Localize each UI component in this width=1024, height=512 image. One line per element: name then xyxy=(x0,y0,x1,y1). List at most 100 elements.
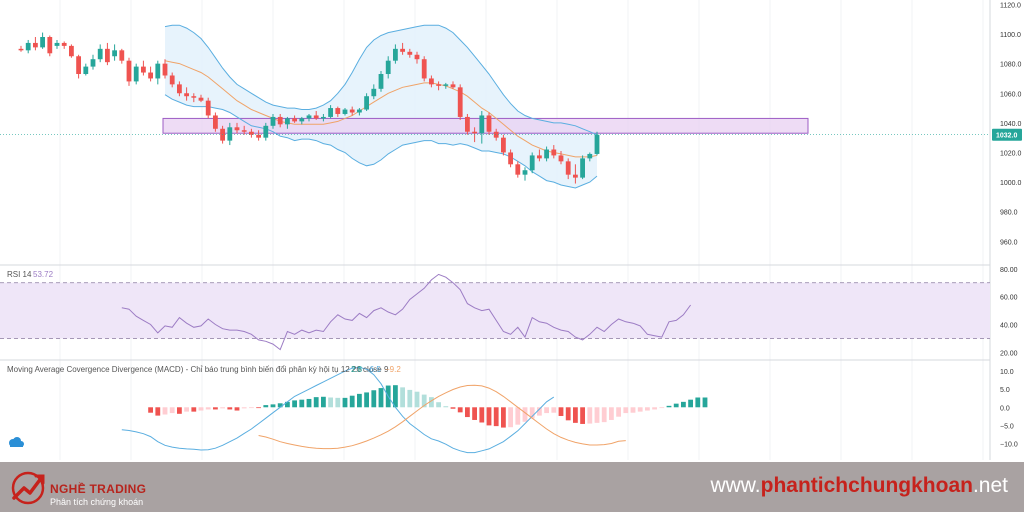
macd-histogram-bar[interactable] xyxy=(421,394,427,408)
candle-body[interactable] xyxy=(76,56,81,75)
macd-histogram-bar[interactable] xyxy=(270,404,276,408)
macd-histogram-bar[interactable] xyxy=(472,407,477,420)
macd-histogram-bar[interactable] xyxy=(594,407,600,423)
macd-histogram-bar[interactable] xyxy=(321,396,326,408)
macd-histogram-bar[interactable] xyxy=(688,399,693,408)
candle-body[interactable] xyxy=(184,93,189,97)
candle-body[interactable] xyxy=(436,84,441,86)
macd-histogram-bar[interactable] xyxy=(191,407,197,412)
macd-histogram-bar[interactable] xyxy=(645,407,650,411)
candle-body[interactable] xyxy=(241,130,247,132)
candle-body[interactable] xyxy=(105,48,110,63)
macd-histogram-bar[interactable] xyxy=(328,397,333,408)
candle-body[interactable] xyxy=(443,84,449,86)
macd-histogram-bar[interactable] xyxy=(342,397,348,408)
macd-histogram-bar[interactable] xyxy=(177,407,182,414)
macd-histogram-bar[interactable] xyxy=(414,391,420,408)
candle-body[interactable] xyxy=(191,96,197,98)
candle-body[interactable] xyxy=(306,115,312,119)
macd-histogram-bar[interactable] xyxy=(601,407,607,423)
candle-body[interactable] xyxy=(54,42,60,46)
candle-body[interactable] xyxy=(565,161,571,175)
macd-histogram-bar[interactable] xyxy=(169,407,175,414)
macd-histogram-bar[interactable] xyxy=(565,407,571,421)
macd-histogram-bar[interactable] xyxy=(659,407,665,409)
candle-body[interactable] xyxy=(378,74,384,89)
candle-body[interactable] xyxy=(256,134,261,138)
macd-histogram-bar[interactable] xyxy=(249,407,254,409)
candle-body[interactable] xyxy=(285,118,290,125)
macd-histogram-bar[interactable] xyxy=(493,407,499,427)
candle-body[interactable] xyxy=(227,127,233,141)
macd-histogram-bar[interactable] xyxy=(537,407,542,416)
macd-histogram-bar[interactable] xyxy=(616,407,621,417)
macd-histogram-bar[interactable] xyxy=(479,407,485,423)
macd-histogram-bar[interactable] xyxy=(234,407,240,411)
candle-body[interactable] xyxy=(400,48,405,52)
candle-body[interactable] xyxy=(529,155,535,171)
macd-histogram-bar[interactable] xyxy=(285,401,290,408)
macd-histogram-bar[interactable] xyxy=(407,389,413,408)
macd-histogram-bar[interactable] xyxy=(637,407,643,412)
candle-body[interactable] xyxy=(321,116,326,119)
candle-body[interactable] xyxy=(169,75,175,85)
cloud-icon[interactable] xyxy=(9,437,24,447)
candle-body[interactable] xyxy=(393,48,398,61)
macd-histogram-bar[interactable] xyxy=(256,407,261,409)
macd-histogram-bar[interactable] xyxy=(544,407,549,414)
candle-body[interactable] xyxy=(177,84,182,94)
macd-histogram-bar[interactable] xyxy=(335,397,341,408)
candle-body[interactable] xyxy=(61,42,67,46)
candle-body[interactable] xyxy=(580,158,585,178)
candle-body[interactable] xyxy=(249,131,254,135)
macd-histogram-bar[interactable] xyxy=(457,407,463,413)
macd-histogram-bar[interactable] xyxy=(681,401,686,408)
candle-body[interactable] xyxy=(371,88,377,97)
candle-body[interactable] xyxy=(277,116,283,125)
candle-body[interactable] xyxy=(205,100,211,116)
candle-body[interactable] xyxy=(97,48,103,60)
candle-body[interactable] xyxy=(234,127,240,131)
resistance-zone[interactable] xyxy=(162,117,809,134)
macd-histogram-bar[interactable] xyxy=(241,407,247,409)
candle-body[interactable] xyxy=(450,84,456,88)
candle-body[interactable] xyxy=(155,63,161,79)
macd-histogram-bar[interactable] xyxy=(609,407,614,420)
candle-body[interactable] xyxy=(537,155,542,159)
macd-histogram-bar[interactable] xyxy=(349,395,355,408)
candle-body[interactable] xyxy=(198,97,204,101)
candle-body[interactable] xyxy=(457,87,463,117)
candle-body[interactable] xyxy=(126,60,132,82)
candle-body[interactable] xyxy=(349,109,355,113)
candle-body[interactable] xyxy=(429,78,434,85)
candle-body[interactable] xyxy=(385,60,391,75)
candle-body[interactable] xyxy=(313,115,319,119)
macd-histogram-bar[interactable] xyxy=(313,397,319,408)
candle-body[interactable] xyxy=(40,37,45,48)
candle-body[interactable] xyxy=(587,153,593,159)
macd-histogram-bar[interactable] xyxy=(400,387,405,408)
rsi-panel[interactable] xyxy=(0,273,990,351)
candle-body[interactable] xyxy=(551,149,557,156)
macd-histogram-bar[interactable] xyxy=(630,407,636,413)
macd-histogram-bar[interactable] xyxy=(508,407,513,428)
candle-body[interactable] xyxy=(47,37,53,54)
candle-body[interactable] xyxy=(544,149,549,159)
candle-body[interactable] xyxy=(292,118,297,122)
macd-histogram-bar[interactable] xyxy=(673,403,679,408)
candle-body[interactable] xyxy=(119,50,125,61)
macd-histogram-bar[interactable] xyxy=(486,407,492,426)
candle-body[interactable] xyxy=(472,131,477,134)
candle-body[interactable] xyxy=(342,109,348,114)
macd-histogram-bar[interactable] xyxy=(378,388,384,408)
macd-histogram-bar[interactable] xyxy=(306,398,312,408)
macd-histogram-bar[interactable] xyxy=(465,407,470,418)
macd-histogram-bar[interactable] xyxy=(652,407,657,410)
macd-histogram-bar[interactable] xyxy=(220,407,225,409)
last-price-badge[interactable] xyxy=(992,128,1022,141)
candle-body[interactable] xyxy=(270,116,276,126)
candle-body[interactable] xyxy=(479,115,485,134)
candle-body[interactable] xyxy=(414,54,420,60)
macd-histogram-bar[interactable] xyxy=(450,407,456,409)
macd-histogram-bar[interactable] xyxy=(299,399,305,408)
